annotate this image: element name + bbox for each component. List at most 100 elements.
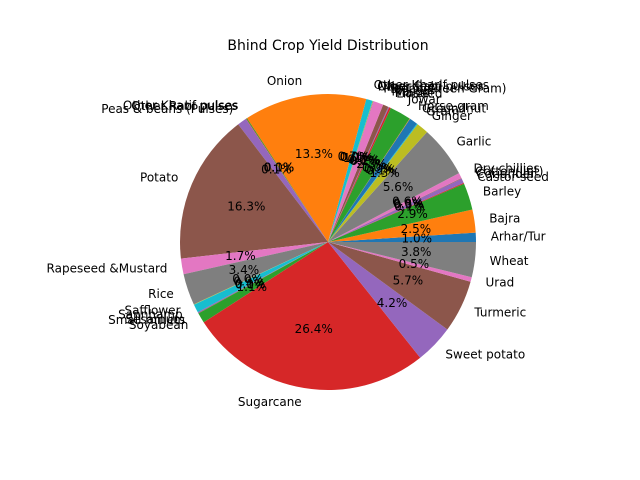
slice-pct-safflower-27: 0.0% [232,272,263,286]
slice-label-arhar-tur-0: Arhar/Tur [491,229,546,243]
slice-label-rice-26: Rice [148,287,174,301]
slice-label-wheat-36: Wheat [490,254,529,268]
slice-pct-urad-35: 0.5% [399,257,430,271]
slice-pct-moong-green-gram-16: 1.1% [343,151,374,165]
slice-pct-rapeseed-mustard-25: 1.7% [225,249,256,263]
slice-bajra-1 [328,209,476,242]
slice-maize-14 [328,106,390,242]
slice-label-cotton-lint-5: Cotton(lint) [475,165,543,179]
slice-pct-soyabean-31: 1.1% [237,280,268,294]
slice-sesamum-29 [197,242,328,314]
slice-label-other-rabi-pulses-22: Other Rabi pulses [131,99,238,113]
slice-wheat-36 [328,242,476,278]
slice-pct-masoor-15: 0.6% [347,153,378,167]
slice-label-other-kharif-pulses-19: Other Kharif pulses [374,78,489,92]
slice-masoor-15 [328,104,389,242]
slice-label-moong-green-gram-16: Moong(Green Gram) [383,81,506,95]
slice-label-coriander-4: Coriander [476,167,535,181]
slice-pct-jowar-12: 2.3% [356,157,387,171]
slice-potato-24 [179,124,328,259]
slice-pct-garlic-7: 5.6% [383,180,414,194]
slice-label-bajra-1: Bajra [489,211,520,225]
slice-pct-potato-24: 16.3% [227,200,265,214]
slice-label-gram-9: Gram [426,105,459,119]
slice-pct-cotton-lint-5: 0.0% [393,196,424,210]
slice-pct-castor-seed-3: 0.1% [394,199,425,213]
slice-label-castor-seed-3: Castor seed [477,170,548,184]
slice-sugarcane-32 [203,242,421,390]
slice-jowar-12 [328,108,410,243]
slice-pct-linseed-13: 0.2% [350,154,381,168]
slice-rice-26 [183,242,328,305]
slice-groundnut-10 [328,118,417,242]
slice-label-sesamum-29: Sesamum [125,312,185,326]
slice-label-peas-beans-pulses-23: Peas & beans (Pulses) [101,102,233,116]
slice-label-linseed-13: Linseed [396,87,442,101]
slice-label-ginger-8: Ginger [432,109,472,123]
slice-label-sweet-potato-33: Sweet potato [445,347,525,361]
slice-pct-groundnut-10: 0.9% [364,162,395,176]
slice-label-safflower-27: Safflower [124,303,180,317]
slice-label-groundnut-10: Groundnut [422,102,486,116]
slice-label-horse-gram-11: Horse-gram [418,99,489,113]
slice-pct-ginger-8: 1.3% [369,166,400,180]
slice-pct-sweet-potato-33: 4.2% [377,296,408,310]
slice-pct-sannhamp-28: 0.9% [233,274,264,288]
slice-label-sugarcane-32: Sugarcane [238,395,302,409]
slice-label-barley-2: Barley [483,184,521,198]
slice-pct-wheat-36: 3.8% [401,245,432,259]
slice-label-potato-24: Potato [140,171,178,185]
slice-label-garlic-7: Garlic [457,135,492,149]
slice-niger-seed-17 [328,101,374,242]
slice-other-kharif-pulses-19 [328,99,373,242]
pie-slices [179,94,476,390]
slice-pct-gram-9: 0.1% [366,164,397,178]
slice-other-kharif-pulses-21 [246,118,328,242]
slice-label-soyabean-31: Soyabean [129,318,188,332]
slice-pct-maize-14: 0.1% [349,154,380,168]
slice-ginger-8 [328,124,428,242]
slice-label-niger-seed-17: Niger seed [378,80,443,94]
slice-label-maize-14: Maize [395,86,430,100]
slice-label-other-kharif-pulses-21: Other Kharif pulses [123,99,238,113]
slice-label-small-millets-30: Small millets [108,313,185,327]
slice-pct-turmeric-34: 5.7% [393,273,424,287]
slice-pct-other-rabi-pulses-18: 0.0% [340,150,371,164]
slice-safflower-27 [193,242,328,305]
pie-labels: Arhar/Tur 1.0% Bajra 2.5% Barley 2.9% Castor s… [47,74,549,409]
slice-pct-small-millets-30: 0.0% [235,277,266,291]
slice-label-sannhamp-28: Sannhamp [118,308,182,322]
slice-sweet-potato-33 [328,242,448,358]
chart-title: Bhind Crop Yield Distribution [227,38,428,54]
slice-soyabean-31 [198,242,328,323]
slice-onion-20 [246,94,367,243]
slice-barley-2 [328,183,473,242]
slice-pct-niger-seed-17: 0.0% [340,150,371,164]
slice-turmeric-34 [328,242,471,330]
slice-label-masoor-15: Masoor [392,85,436,99]
slice-pct-sugarcane-32: 26.4% [295,322,333,336]
slice-pct-other-rabi-pulses-22: 0.0% [264,161,295,175]
slice-peas-beans-pulses-23 [238,118,328,242]
slice-label-urad-35: Urad [486,276,515,290]
slice-pct-sesamum-29: 0.1% [235,277,266,291]
slice-pct-arhar-tur-0: 1.0% [402,232,433,246]
slice-pct-barley-2: 2.9% [397,207,428,221]
slice-dry-chillies-6 [328,173,462,242]
slice-label-other-rabi-pulses-18: Other Rabi pulses [377,79,484,93]
slice-horse-gram-11 [328,118,411,242]
slice-label-dry-chillies-6: Dry chillies [474,162,540,176]
slice-gram-9 [328,123,418,242]
slice-pct-other-kharif-pulses-21: 0.1% [264,160,295,174]
slice-other-rabi-pulses-18 [328,100,374,243]
slice-label-jowar-12: Jowar [407,93,441,107]
slice-castor-seed-3 [328,182,465,242]
slice-label-onion-20: Onion [267,74,302,88]
slice-moong-green-gram-16 [328,101,384,242]
slice-pct-other-kharif-pulses-19: 0.7% [338,149,369,163]
slice-label-rapeseed-mustard-25: Rapeseed &Mustard [47,261,168,275]
slice-other-rabi-pulses-22 [245,118,328,242]
slice-sannhamp-28 [193,242,328,313]
slice-coriander-4 [328,178,464,242]
